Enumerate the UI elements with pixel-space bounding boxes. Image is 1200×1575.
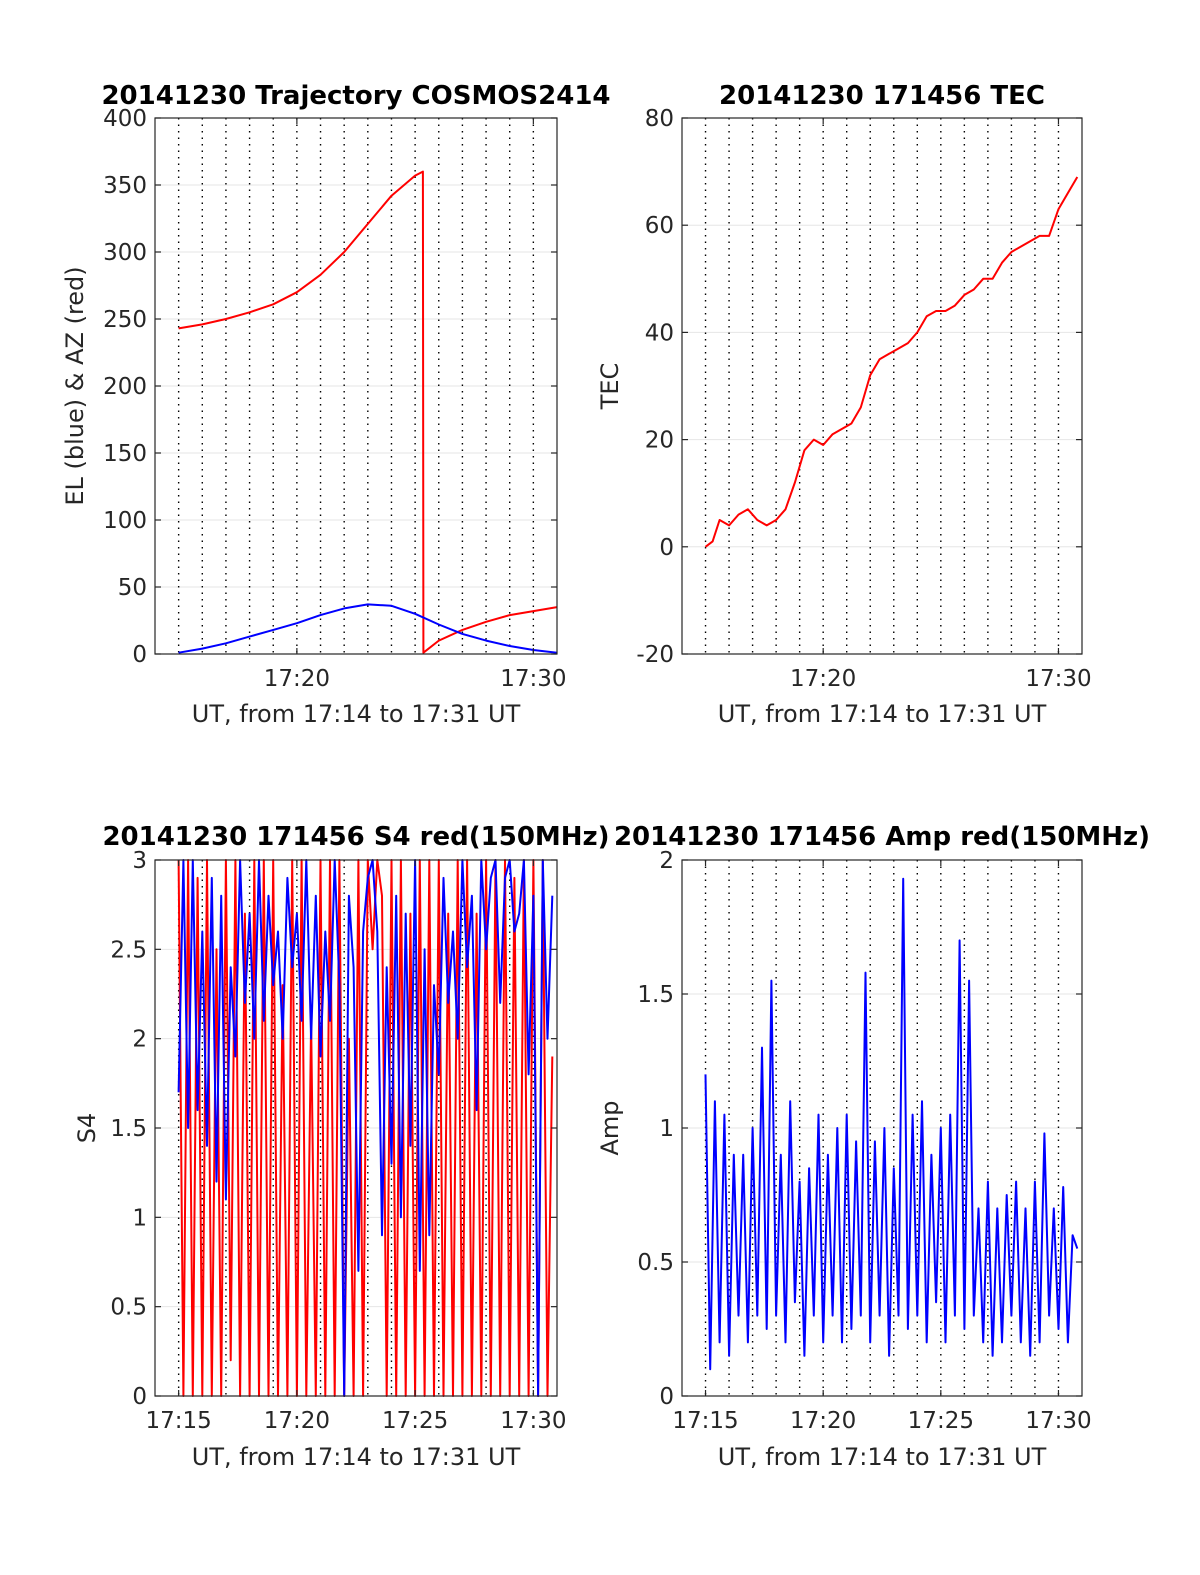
ytick-label: 0 xyxy=(132,1384,147,1410)
series-trajectory xyxy=(178,170,558,654)
ytick-label: 100 xyxy=(103,508,147,534)
ytick-label: -20 xyxy=(636,642,674,668)
ytick-label: 60 xyxy=(645,213,674,239)
ytick-label: 350 xyxy=(103,173,147,199)
series-line-trajectory-1 xyxy=(178,603,558,654)
ytick-label: 20 xyxy=(645,428,674,454)
ytick-label: 40 xyxy=(645,320,674,346)
ytick-label: 0.5 xyxy=(637,1250,674,1276)
ylabel-amp: Amp xyxy=(596,1100,624,1155)
xlabel-tec: UT, from 17:14 to 17:31 UT xyxy=(718,700,1047,728)
xlabel-s4: UT, from 17:14 to 17:31 UT xyxy=(192,1443,521,1471)
ytick-label: 0 xyxy=(659,535,674,561)
xtick-label: 17:30 xyxy=(1025,666,1091,692)
series-line-amp-0 xyxy=(704,877,1079,1371)
ticks-trajectory: 0 50 100 150 200 250 300 350 400 17:20 17:30 xyxy=(103,106,566,692)
grid-trajectory xyxy=(155,117,557,655)
xtick-label: 17:20 xyxy=(790,666,856,692)
xlabel-amp: UT, from 17:14 to 17:31 UT xyxy=(718,1443,1047,1471)
panel-trajectory: 20141230 Trajectory COSMOS2414 0 50 100 150… xyxy=(61,81,611,728)
chart-title-tec: 20141230 171456 TEC xyxy=(719,81,1045,111)
ytick-label: 0.5 xyxy=(110,1295,147,1321)
grid-tec xyxy=(682,117,1082,655)
ytick-label: 2.5 xyxy=(110,937,147,963)
ytick-label: 50 xyxy=(118,575,147,601)
ytick-label: 1.5 xyxy=(637,982,674,1008)
xtick-label: 17:30 xyxy=(500,666,566,692)
series-tec xyxy=(704,176,1079,548)
chart-title-s4: 20141230 171456 S4 red(150MHz) xyxy=(102,822,609,852)
xlabel-trajectory: UT, from 17:14 to 17:31 UT xyxy=(192,700,521,728)
ytick-label: 0 xyxy=(132,642,147,668)
series-line-tec-0 xyxy=(704,176,1079,548)
ytick-label: 2 xyxy=(659,848,674,874)
xtick-label: 17:25 xyxy=(908,1408,974,1434)
chart-title-amp: 20141230 171456 Amp red(150MHz) xyxy=(614,822,1150,852)
xtick-label: 17:25 xyxy=(382,1408,448,1434)
ytick-label: 200 xyxy=(103,374,147,400)
ytick-label: 300 xyxy=(103,240,147,266)
series-s4 xyxy=(177,859,554,1397)
panel-tec: 20141230 171456 TEC -20 0 20 40 60 80 17:20 17:… xyxy=(596,81,1092,728)
series-line-s4-0 xyxy=(177,859,554,1397)
ytick-label: 150 xyxy=(103,441,147,467)
series-line-trajectory-0 xyxy=(178,170,558,654)
ytick-label: 1.5 xyxy=(110,1116,147,1142)
ytick-label: 80 xyxy=(645,106,674,132)
ytick-label: 250 xyxy=(103,307,147,333)
ytick-label: 1 xyxy=(659,1116,674,1142)
ylabel-s4: S4 xyxy=(73,1113,101,1144)
panel-s4: 20141230 171456 S4 red(150MHz) 0 0.5 1 1.5 2… xyxy=(73,822,610,1471)
xtick-label: 17:15 xyxy=(672,1408,738,1434)
ytick-label: 3 xyxy=(132,848,147,874)
series-line-s4-1 xyxy=(177,859,554,1397)
ticks-amp: 0 0.5 1 1.5 2 17:15 17:20 17:25 17:30 xyxy=(637,848,1091,1434)
ticks-s4: 0 0.5 1 1.5 2 2.5 3 17:15 17:20 17:25 17:30 xyxy=(110,848,566,1434)
ylabel-trajectory: EL (blue) & AZ (red) xyxy=(61,266,89,505)
xtick-label: 17:20 xyxy=(264,1408,330,1434)
ytick-label: 1 xyxy=(132,1205,147,1231)
series-amp xyxy=(704,877,1079,1371)
xtick-label: 17:30 xyxy=(500,1408,566,1434)
xtick-label: 17:15 xyxy=(145,1408,211,1434)
ytick-label: 400 xyxy=(103,106,147,132)
ytick-label: 0 xyxy=(659,1384,674,1410)
xtick-label: 17:20 xyxy=(790,1408,856,1434)
panel-amp: 20141230 171456 Amp red(150MHz) 0 0.5 1 1.5… xyxy=(596,822,1150,1471)
chart-title-trajectory: 20141230 Trajectory COSMOS2414 xyxy=(101,81,610,111)
ticks-tec: -20 0 20 40 60 80 17:20 17:30 xyxy=(636,106,1091,692)
xtick-label: 17:30 xyxy=(1025,1408,1091,1434)
plot-frame-tec xyxy=(681,117,1083,655)
xtick-label: 17:20 xyxy=(264,666,330,692)
ylabel-tec: TEC xyxy=(596,363,624,411)
ytick-label: 2 xyxy=(132,1027,147,1053)
